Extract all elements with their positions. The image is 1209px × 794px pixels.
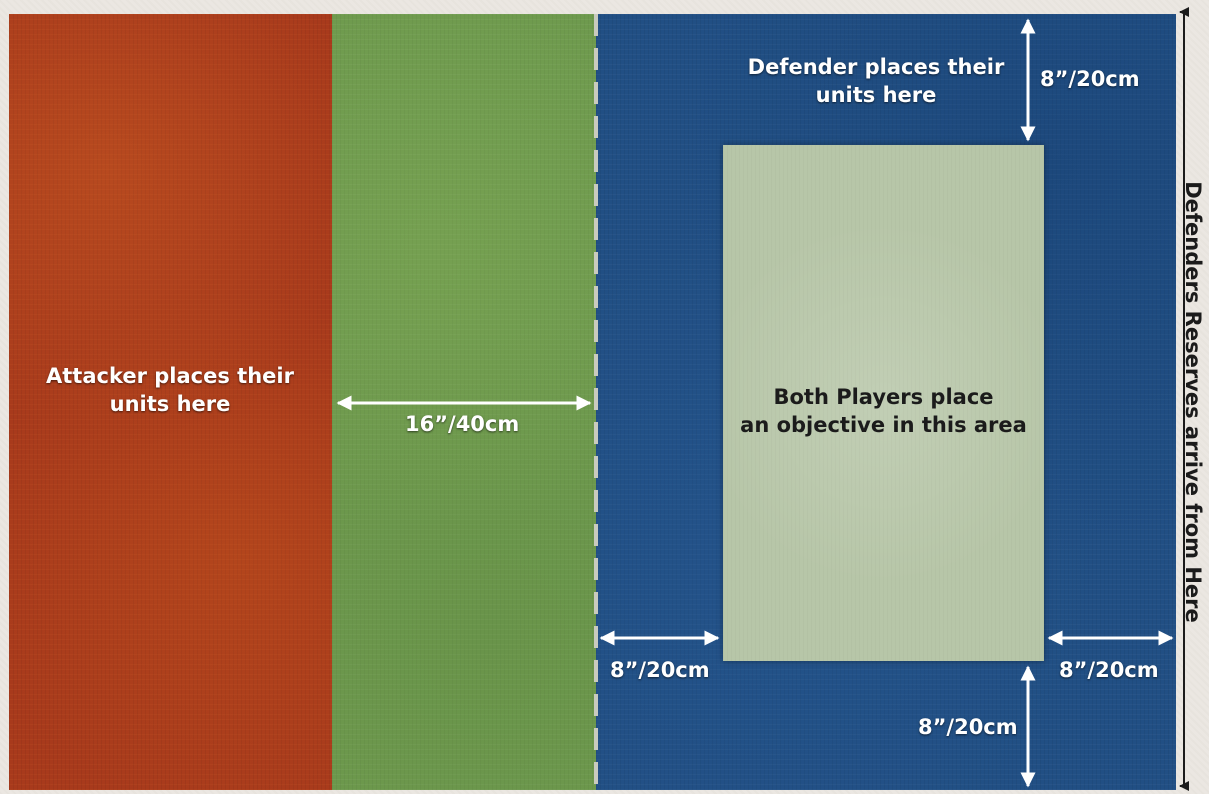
attacker-label-line-1: Attacker places their <box>46 364 294 388</box>
right-gap-measure: 8”/20cm <box>1059 658 1159 682</box>
attacker-deployment-zone <box>9 14 332 790</box>
defender-zone-label: Defender places their units here <box>735 53 1017 109</box>
top-gap-measure: 8”/20cm <box>1040 67 1140 91</box>
objective-area-label: Both Players place an objective in this … <box>723 383 1044 439</box>
dashed-zone-boundary <box>594 14 598 790</box>
objective-label-line-1: Both Players place <box>773 385 994 409</box>
objective-label-line-2: an objective in this area <box>740 413 1027 437</box>
defender-label-line-1: Defender places their <box>747 55 1005 79</box>
attacker-label-line-2: units here <box>109 392 231 416</box>
left-gap-measure: 8”/20cm <box>610 658 710 682</box>
no-mans-land-measure: 16”/40cm <box>405 412 520 436</box>
bottom-gap-measure: 8”/20cm <box>918 715 1018 739</box>
defender-label-line-2: units here <box>815 83 937 107</box>
attacker-zone-label: Attacker places their units here <box>32 362 308 418</box>
objective-area <box>723 145 1044 661</box>
reserves-label: Defenders Reserves arrive from Here <box>1181 181 1205 623</box>
